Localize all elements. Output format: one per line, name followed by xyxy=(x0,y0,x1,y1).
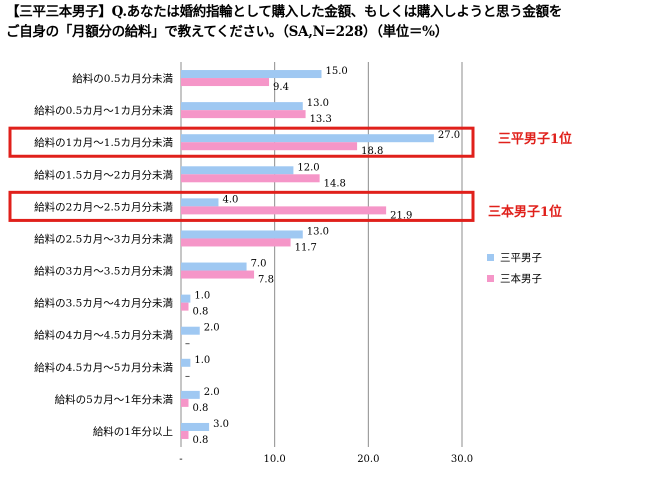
value-label-sanpei: 27.0 xyxy=(438,130,460,141)
bar-sanpei xyxy=(181,390,200,399)
x-tick-label: 20.0 xyxy=(357,454,379,465)
category-label: 給料の4.5カ月～5カ月分未満 xyxy=(34,361,173,374)
highlight-boxes xyxy=(8,126,475,222)
bar-sanpei xyxy=(181,262,247,271)
category-label: 給料の4カ月～4.5カ月分未満 xyxy=(34,329,173,342)
bar-sanbon xyxy=(181,302,189,311)
value-label-sanpei: 13.0 xyxy=(307,226,329,237)
bar-sanbon xyxy=(181,78,270,87)
value-label-sanbon: 11.7 xyxy=(295,242,317,253)
bar-sanpei xyxy=(181,70,322,79)
category-label: 給料の2.5カ月～3カ月分未満 xyxy=(34,232,173,245)
bar-sanpei xyxy=(181,326,200,335)
value-label-sanbon: 13.3 xyxy=(310,114,332,125)
x-axis-ticks: - 10.0 20.0 30.0 xyxy=(179,454,473,465)
bar-sanbon xyxy=(181,142,358,151)
bar-sanpei xyxy=(181,134,434,143)
category-label: 給料の0.5カ月分未満 xyxy=(72,72,173,85)
bar-sanbon xyxy=(181,110,306,119)
bar-sanbon xyxy=(181,206,387,215)
value-label-sanbon: 21.9 xyxy=(390,210,412,221)
legend-label: 三平男子 xyxy=(500,252,542,264)
bar-sanbon xyxy=(181,430,189,439)
category-label: 給料の1.5カ月～2カ月分未満 xyxy=(34,168,173,181)
value-label-sanpei: 4.0 xyxy=(222,194,238,205)
category-labels: 給料の0.5カ月分未満給料の0.5カ月～1カ月分未満給料の1カ月～1.5カ月分未… xyxy=(34,72,173,438)
value-label-sanbon: – xyxy=(185,339,190,350)
bar-sanpei xyxy=(181,166,294,175)
x-tick-label: 30.0 xyxy=(451,454,473,465)
bar-sanbon xyxy=(181,398,189,407)
grid-lines xyxy=(180,62,463,447)
value-label-sanpei: 2.0 xyxy=(204,387,220,398)
value-label-sanbon: 18.8 xyxy=(361,146,383,157)
bar-sanpei xyxy=(181,198,219,207)
value-label-sanbon: 0.8 xyxy=(192,307,208,318)
bar-sanpei xyxy=(181,102,303,111)
category-label: 給料の5カ月～1年分未満 xyxy=(55,393,174,406)
category-label: 給料の3.5カ月～4カ月分未満 xyxy=(34,297,173,310)
x-tick-label: 10.0 xyxy=(264,454,286,465)
value-label-sanpei: 2.0 xyxy=(204,323,220,334)
value-label-sanpei: 3.0 xyxy=(213,419,229,430)
bar-sanpei xyxy=(181,358,191,367)
category-label: 給料の3カ月～3.5カ月分未満 xyxy=(34,265,173,278)
legend-label: 三本男子 xyxy=(500,272,542,285)
callout-sanbon: 三本男子1位 xyxy=(488,204,562,220)
legend-swatch xyxy=(487,254,494,261)
value-label-sanbon: 0.8 xyxy=(192,435,208,446)
bar-sanbon xyxy=(181,174,320,183)
value-label-sanpei: 7.0 xyxy=(251,259,267,270)
chart-title: 【三平三本男子】Q.あなたは婚約指輪として購入した金額、もしくは購入しようと思う… xyxy=(6,2,646,42)
value-label-sanbon: 14.8 xyxy=(324,178,346,189)
x-tick-label: - xyxy=(179,454,182,465)
callout-sanpei: 三平男子1位 xyxy=(498,131,572,147)
value-label-sanbon: 9.4 xyxy=(273,82,289,93)
value-label-sanbon: 7.8 xyxy=(258,275,274,286)
bar-sanbon xyxy=(181,270,255,279)
bar-sanpei xyxy=(181,230,303,239)
title-line-2: ご自身の「月額分の給料」で教えてください。（SA,N=228）（単位＝%） xyxy=(6,24,448,40)
bar-sanbon xyxy=(181,238,291,247)
category-label: 給料の1カ月～1.5カ月分未満 xyxy=(34,136,173,149)
value-label-sanbon: – xyxy=(185,371,190,382)
value-label-sanpei: 12.0 xyxy=(297,162,319,173)
value-label-sanpei: 13.0 xyxy=(307,98,329,109)
category-label: 給料の0.5カ月～1カ月分未満 xyxy=(34,104,173,117)
value-label-sanbon: 0.8 xyxy=(192,403,208,414)
title-line-1: 【三平三本男子】Q.あなたは婚約指輪として購入した金額、もしくは購入しようと思う… xyxy=(6,4,562,20)
highlight-box-0 xyxy=(8,126,475,158)
category-label: 給料の1年分以上 xyxy=(93,425,173,438)
bars: 15.0 9.4 13.0 13.3 27.0 18.8 12.0 14.8 4.0 21.9 13… xyxy=(181,66,460,446)
value-label-sanpei: 15.0 xyxy=(326,66,348,77)
bar-sanpei xyxy=(181,294,191,303)
legend-swatch xyxy=(487,275,494,282)
value-label-sanpei: 1.0 xyxy=(194,355,210,366)
value-label-sanpei: 1.0 xyxy=(194,291,210,302)
category-label: 給料の2カ月～2.5カ月分未満 xyxy=(34,200,173,213)
highlight-box-1 xyxy=(8,190,475,222)
bar-sanpei xyxy=(181,422,210,431)
